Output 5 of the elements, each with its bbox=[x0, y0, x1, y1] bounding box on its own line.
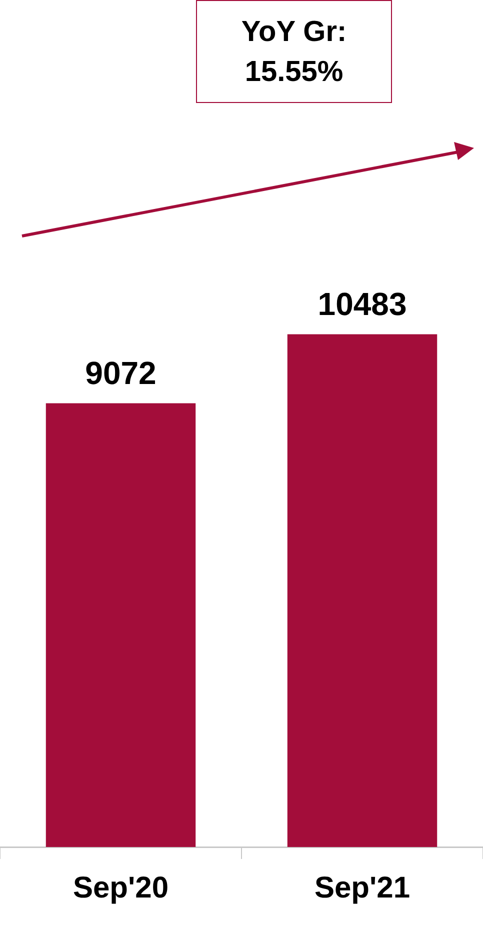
data-label: 10483 bbox=[318, 286, 407, 322]
text: YoY Gr: 15.55% bbox=[196, 0, 392, 103]
x-tick-label: Sep'21 bbox=[314, 871, 410, 904]
x-tick-label: Sep'20 bbox=[72, 871, 169, 904]
data-label: 9072 bbox=[85, 355, 156, 392]
